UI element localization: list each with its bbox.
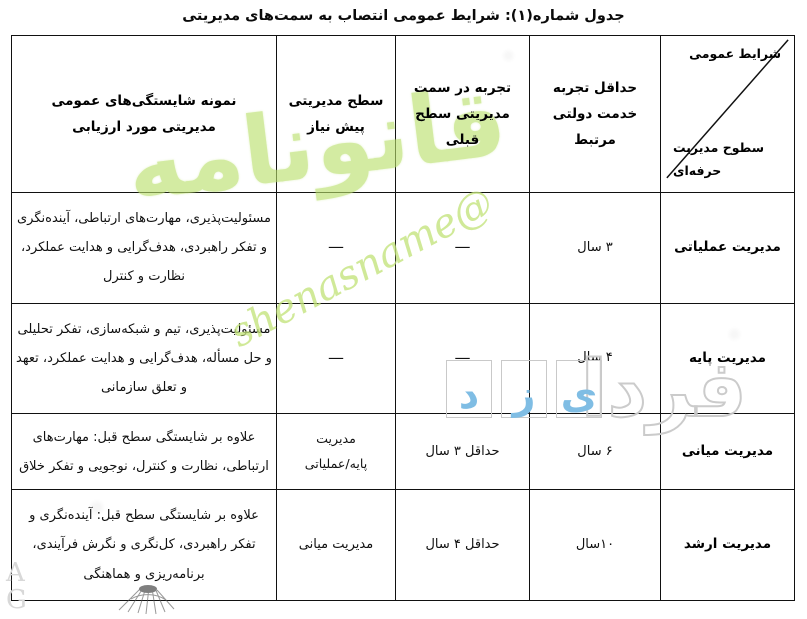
service-experience-value: ۴ سال [577,350,613,366]
service-experience-value: ۱۰سال [575,536,615,552]
table-row: مدیریت پایه ۴ سال — — مسئولیت‌پذیری، تیم… [11,302,795,415]
service-experience-value: ۶ سال [577,443,613,459]
competencies-value: علاوه بر شایستگی سطح قبل: مهارت‌های ارتب… [19,429,269,474]
cell-prerequisite-level: مدیریت میانی [276,489,396,601]
cell-service-experience: ۴ سال [529,302,661,415]
header-cell-competencies: نمونه شایستگی‌های عمومی مدیریتی مورد ارزی… [11,35,277,193]
table-row: مدیریت ارشد ۱۰سال حداقل ۴ سال مدیریت میا… [11,489,795,601]
competencies-value: علاوه بر شایستگی سطح قبل: آینده‌نگری و ت… [29,508,259,582]
cell-previous-post: حداقل ۴ سال [395,489,530,601]
cell-previous-post: — [395,192,530,304]
header-cell-previous-post: تجربه در سمت مدیریتی سطح قبلی [395,35,530,193]
cell-prerequisite-level: — [276,192,396,304]
cell-competencies: علاوه بر شایستگی سطح قبل: آینده‌نگری و ت… [11,489,277,601]
page-title: جدول شماره(۱): شرایط عمومی انتصاب به سمت… [182,8,625,24]
cell-prerequisite-level: — [276,302,396,415]
prerequisite-level-value: مدیریت میانی [298,536,374,552]
competencies-value: مسئولیت‌پذیری، تیم و شبکه‌سازی، تفکر تحل… [16,321,272,396]
cell-previous-post: حداقل ۳ سال [395,413,530,491]
table-row: مدیریت عملیاتی ۳ سال — — مسئولیت‌پذیری، … [11,192,795,304]
level-label: مدیریت ارشد [683,536,772,553]
cell-prerequisite-level: مدیریت پایه/عملیاتی [276,413,396,491]
cell-competencies: علاوه بر شایستگی سطح قبل: مهارت‌های ارتب… [11,413,277,491]
level-label: مدیریت پایه [688,349,767,366]
service-experience-value: ۳ سال [577,239,613,255]
previous-post-value: — [454,237,471,257]
cell-competencies: مسئولیت‌پذیری، تیم و شبکه‌سازی، تفکر تحل… [11,302,277,415]
previous-post-value: — [454,348,471,368]
prerequisite-level-value: مدیریت پایه/عملیاتی [281,427,391,476]
cell-competencies: مسئولیت‌پذیری، مهارت‌های ارتباطی، آینده‌… [11,192,277,304]
header-cell-service-experience: حداقل تجربه خدمت دولتی مرتبط [529,35,661,193]
corner-top-label: شرایط عمومی [689,46,781,61]
header-label-service-experience: حداقل تجربه خدمت دولتی مرتبط [552,79,638,149]
cell-level: مدیریت عملیاتی [660,192,795,304]
header-label-prerequisite-level: سطح مدیریتی پیش نیاز [288,92,384,135]
prerequisite-level-value: — [328,237,344,257]
cell-level: مدیریت ارشد [660,489,795,601]
cell-previous-post: — [395,302,530,415]
corner-bottom-line-1: سطوح مدیریت [673,139,765,155]
level-label: مدیریت عملیاتی [674,239,781,256]
previous-post-value: حداقل ۴ سال [425,536,500,552]
prerequisite-line-1: مدیریت [316,431,356,447]
cell-service-experience: ۶ سال [529,413,661,491]
header-label-previous-post: تجربه در سمت مدیریتی سطح قبلی [413,79,512,149]
competencies-value: مسئولیت‌پذیری، مهارت‌های ارتباطی، آینده‌… [17,210,271,285]
level-label: مدیریت میانی [681,443,774,460]
table-row: مدیریت میانی ۶ سال حداقل ۳ سال مدیریت پا… [11,413,795,491]
prerequisite-level-value: — [328,348,344,368]
prerequisite-line-2: پایه/عملیاتی [304,455,368,471]
cell-level: مدیریت میانی [660,413,795,491]
table-header-row: شرایط عمومی سطوح مدیریت حرفه‌ای حداقل تج… [11,35,795,193]
corner-header-cell: شرایط عمومی سطوح مدیریت حرفه‌ای [660,35,795,193]
header-label-competencies: نمونه شایستگی‌های عمومی مدیریتی مورد ارزی… [51,92,237,135]
conditions-table-container: شرایط عمومی سطوح مدیریت حرفه‌ای حداقل تج… [11,35,795,601]
corner-bottom-label: سطوح مدیریت حرفه‌ای [673,136,764,182]
header-cell-prerequisite-level: سطح مدیریتی پیش نیاز [276,35,396,193]
cell-level: مدیریت پایه [660,302,795,415]
cell-service-experience: ۳ سال [529,192,661,304]
cell-service-experience: ۱۰سال [529,489,661,601]
conditions-table: شرایط عمومی سطوح مدیریت حرفه‌ای حداقل تج… [11,35,795,601]
corner-bottom-line-2: حرفه‌ای [673,162,722,178]
previous-post-value: حداقل ۳ سال [425,443,500,459]
